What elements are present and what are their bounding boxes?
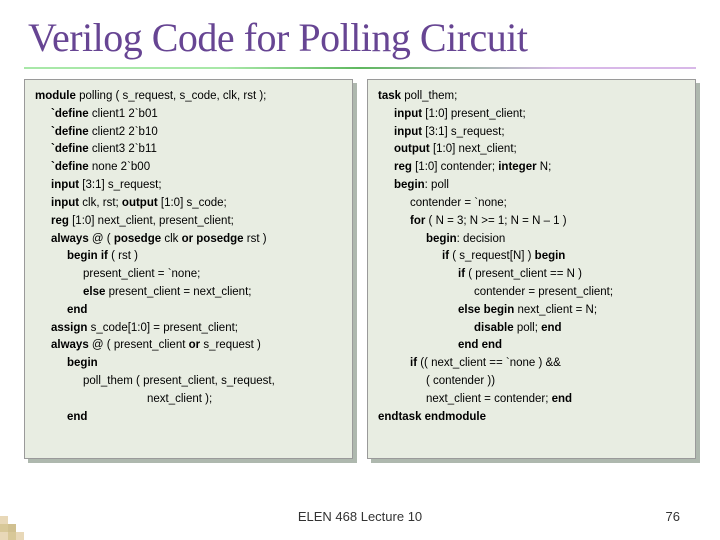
- left-code-panel: module polling ( s_request, s_code, clk,…: [24, 79, 353, 459]
- footer-text: ELEN 468 Lecture 10: [0, 509, 720, 524]
- page-number: 76: [666, 509, 680, 524]
- corner-decoration: [0, 492, 48, 540]
- slide-title: Verilog Code for Polling Circuit: [0, 0, 720, 61]
- right-code-box: task poll_them; input [1:0] present_clie…: [367, 79, 696, 459]
- content-area: module polling ( s_request, s_code, clk,…: [0, 69, 720, 459]
- right-code-panel: task poll_them; input [1:0] present_clie…: [367, 79, 696, 459]
- left-code-box: module polling ( s_request, s_code, clk,…: [24, 79, 353, 459]
